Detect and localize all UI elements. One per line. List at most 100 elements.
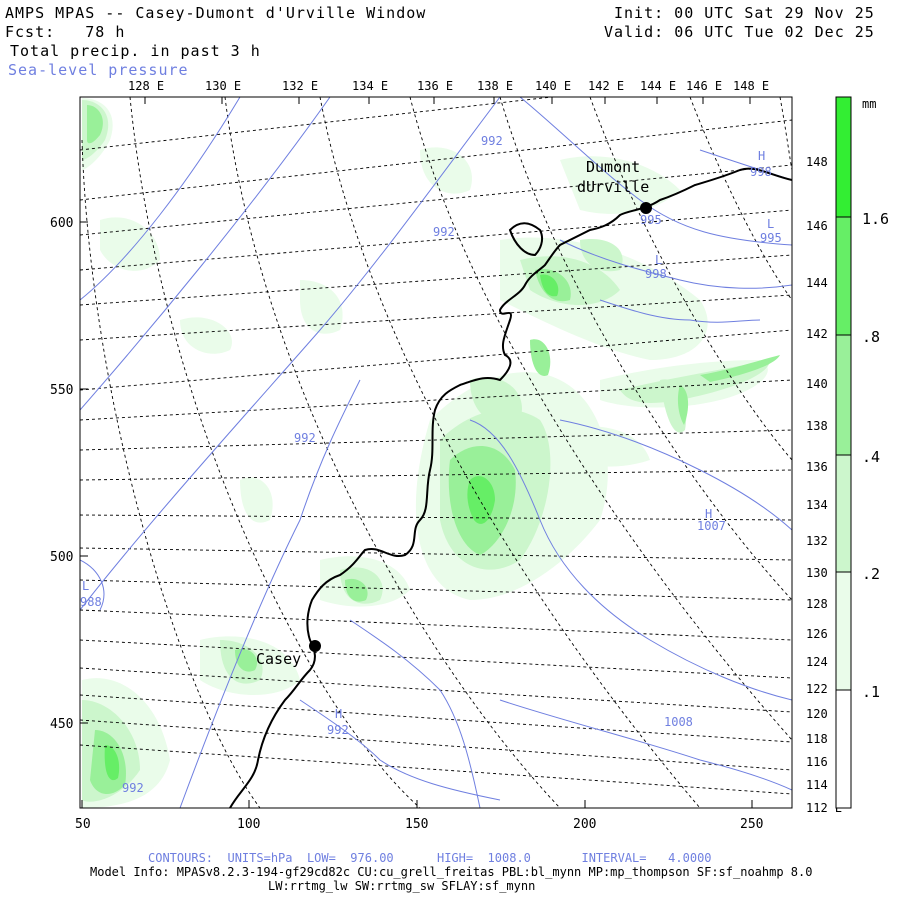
pressure-center: H — [335, 707, 342, 721]
pressure-label: 992 — [122, 781, 144, 795]
station-dumont-durville: Dumont dUrville — [577, 158, 652, 214]
lon-label: 118 E — [806, 732, 842, 746]
lon-label: 132 E — [806, 534, 842, 548]
station-marker — [640, 202, 652, 214]
colorbar-segment — [836, 217, 851, 335]
model-info-line2: LW:rrtmg_lw SW:rrtmg_sw SFLAY:sf_mynn — [268, 879, 536, 893]
coastline — [229, 167, 792, 808]
lon-label: 122 E — [806, 682, 842, 696]
lon-label: 138 E — [477, 79, 513, 93]
pressure-label: 998 — [645, 267, 667, 281]
contour-field-name: Sea-level pressure — [8, 61, 189, 79]
lon-label: 132 E — [282, 79, 318, 93]
lon-label: 130 E — [806, 566, 842, 580]
lon-label: 126 E — [806, 627, 842, 641]
pressure-center: L — [82, 579, 89, 593]
lon-label: 116 E — [806, 755, 842, 769]
pressure-label: 1008 — [664, 715, 693, 729]
init-time: Init: 00 UTC Sat 29 Nov 25 — [614, 4, 875, 22]
pressure-label: 992 — [433, 225, 455, 239]
lon-label: 138 E — [806, 419, 842, 433]
colorbar-label: .4 — [862, 448, 880, 466]
station-marker — [309, 640, 321, 652]
colorbar-label: 1.6 — [862, 210, 889, 228]
lon-label: 144 E — [640, 79, 676, 93]
lon-label: 140 E — [535, 79, 571, 93]
lon-label: 112 E — [806, 801, 842, 815]
map-plot-area: 992 992 992 992 995 995 998 998 992 988 … — [80, 97, 792, 808]
colorbar: mm 1.6 .8 .4 .2 .1 — [835, 96, 889, 809]
x-tick-label: 150 — [405, 817, 428, 832]
map-frame — [79, 96, 793, 809]
lon-label: 128 E — [806, 597, 842, 611]
valid-time: Valid: 06 UTC Tue 02 Dec 25 — [604, 23, 875, 41]
forecast-hour: Fcst: 78 h — [5, 23, 126, 41]
pressure-label: 998 — [750, 165, 772, 179]
pressure-center: H — [758, 149, 765, 163]
pressure-label: 988 — [80, 595, 102, 609]
x-tick-label: 250 — [740, 817, 763, 832]
y-tick-label: 450 — [50, 717, 73, 732]
colorbar-unit: mm — [862, 97, 876, 111]
right-lon-axis: 148 E 146 E 144 E 142 E 140 E 138 E 136 … — [806, 155, 842, 815]
pressure-labels: 992 992 992 992 995 995 998 998 992 988 … — [80, 134, 782, 795]
pressure-label: 992 — [294, 431, 316, 445]
pressure-label: 992 — [327, 723, 349, 737]
pressure-center: L — [767, 217, 774, 231]
y-tick-label: 500 — [50, 550, 73, 565]
precip-shading — [82, 98, 780, 808]
lon-label: 148 E — [733, 79, 769, 93]
lon-label: 142 E — [806, 327, 842, 341]
lon-label: 128 E — [128, 79, 164, 93]
x-axis: 50 100 150 200 250 — [75, 817, 763, 832]
top-lon-axis: 128 E 130 E 132 E 134 E 136 E 138 E 140 … — [128, 79, 769, 93]
field-name: Total precip. in past 3 h — [10, 42, 261, 60]
station-name: Casey — [256, 650, 301, 668]
x-ticks — [81, 800, 753, 808]
colorbar-segment — [836, 335, 851, 455]
colorbar-label: .1 — [862, 683, 880, 701]
contour-info: CONTOURS: UNITS=hPa LOW= 976.00 HIGH= 10… — [148, 851, 712, 865]
lon-label: 120 E — [806, 707, 842, 721]
lon-label: 146 E — [686, 79, 722, 93]
lon-label: 144 E — [806, 276, 842, 290]
lon-label: 136 E — [417, 79, 453, 93]
lon-label: 114 E — [806, 778, 842, 792]
lon-label: 124 E — [806, 655, 842, 669]
station-name: Dumont — [586, 158, 640, 176]
pressure-contours — [80, 97, 792, 808]
colorbar-label: .8 — [862, 328, 880, 346]
lon-label: 134 E — [806, 498, 842, 512]
lon-label: 136 E — [806, 460, 842, 474]
map-title: AMPS MPAS -- Casey-Dumont d'Urville Wind… — [5, 4, 427, 22]
pressure-center: H — [705, 507, 712, 521]
lon-label: 130 E — [205, 79, 241, 93]
lon-label: 146 E — [806, 219, 842, 233]
x-tick-label: 50 — [75, 817, 91, 832]
colorbar-segment — [836, 97, 851, 217]
y-ticks — [80, 221, 88, 724]
lon-label: 134 E — [352, 79, 388, 93]
x-tick-label: 200 — [573, 817, 596, 832]
pressure-center: L — [655, 253, 662, 267]
lon-label: 148 E — [806, 155, 842, 169]
pressure-label: 992 — [481, 134, 503, 148]
y-axis: 600 550 500 450 — [50, 216, 73, 732]
x-tick-label: 100 — [237, 817, 260, 832]
colorbar-segment — [836, 572, 851, 690]
station-name: dUrville — [577, 178, 649, 196]
colorbar-segment — [836, 455, 851, 572]
lon-label: 140 E — [806, 377, 842, 391]
lon-label: 142 E — [588, 79, 624, 93]
pressure-label: 1007 — [697, 519, 726, 533]
pressure-label: 995 — [640, 213, 662, 227]
top-lon-ticks — [144, 97, 751, 104]
model-info: Model Info: MPASv8.2.3-194-gf29cd82c CU:… — [90, 865, 813, 879]
y-tick-label: 600 — [50, 216, 73, 231]
colorbar-label: .2 — [862, 565, 880, 583]
y-tick-label: 550 — [50, 383, 73, 398]
pressure-label: 995 — [760, 231, 782, 245]
station-casey: Casey — [256, 640, 321, 668]
colorbar-segment — [836, 690, 851, 808]
